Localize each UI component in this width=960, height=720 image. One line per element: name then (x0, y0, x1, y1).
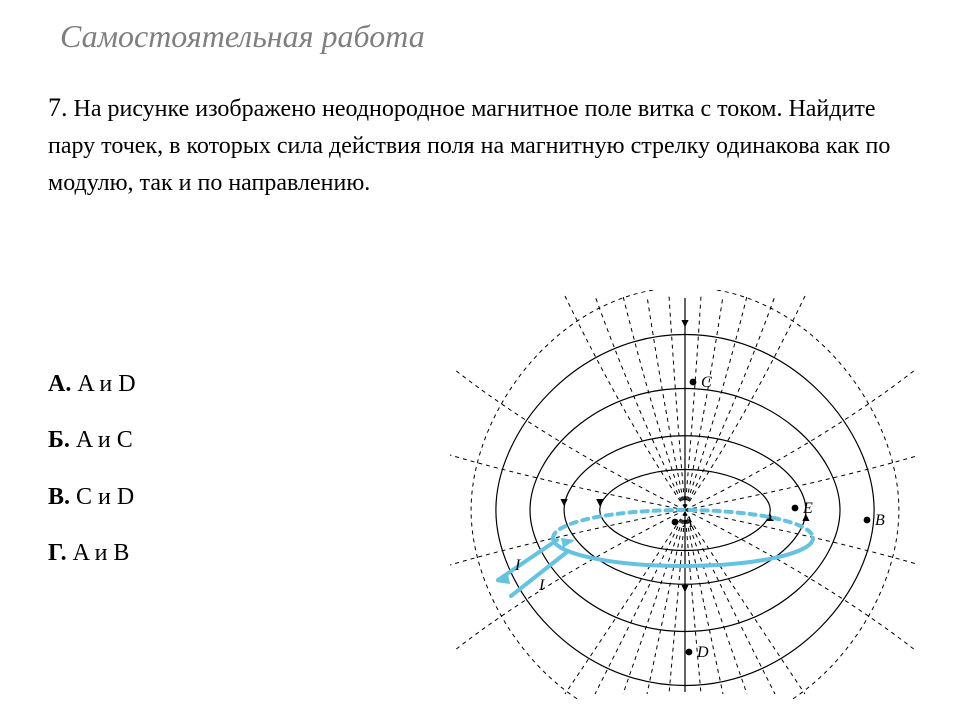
option-a: А. A и D (48, 356, 136, 412)
option-c-letter: В. (48, 484, 70, 510)
option-a-text: A и D (77, 371, 135, 397)
svg-text:A: A (682, 514, 693, 531)
option-a-letter: А. (48, 371, 71, 397)
option-b-text: A и C (76, 427, 133, 453)
option-b: Б. A и C (48, 412, 136, 468)
option-d: Г. A и B (48, 525, 136, 581)
svg-text:E: E (802, 500, 813, 517)
page-title: Самостоятельная работа (60, 18, 425, 55)
option-d-text: A и B (73, 540, 130, 566)
option-c-text: C и D (76, 484, 134, 510)
svg-text:I: I (538, 577, 545, 594)
svg-text:D: D (696, 644, 709, 661)
question-number: 7. (48, 93, 68, 122)
question-text: На рисунке изображено неоднородное магни… (48, 96, 890, 196)
option-b-letter: Б. (48, 427, 70, 453)
option-c: В. C и D (48, 469, 136, 525)
svg-text:I: I (514, 557, 521, 574)
question-block: 7. На рисунке изображено неоднородное ма… (48, 88, 912, 203)
options-list: А. A и D Б. A и C В. C и D Г. A и B (48, 356, 136, 582)
option-d-letter: Г. (48, 540, 67, 566)
svg-text:B: B (875, 512, 885, 529)
svg-text:C: C (701, 374, 712, 391)
diagram-svg: A B C D E II (435, 290, 915, 700)
field-diagram: A B C D E II (435, 290, 915, 700)
